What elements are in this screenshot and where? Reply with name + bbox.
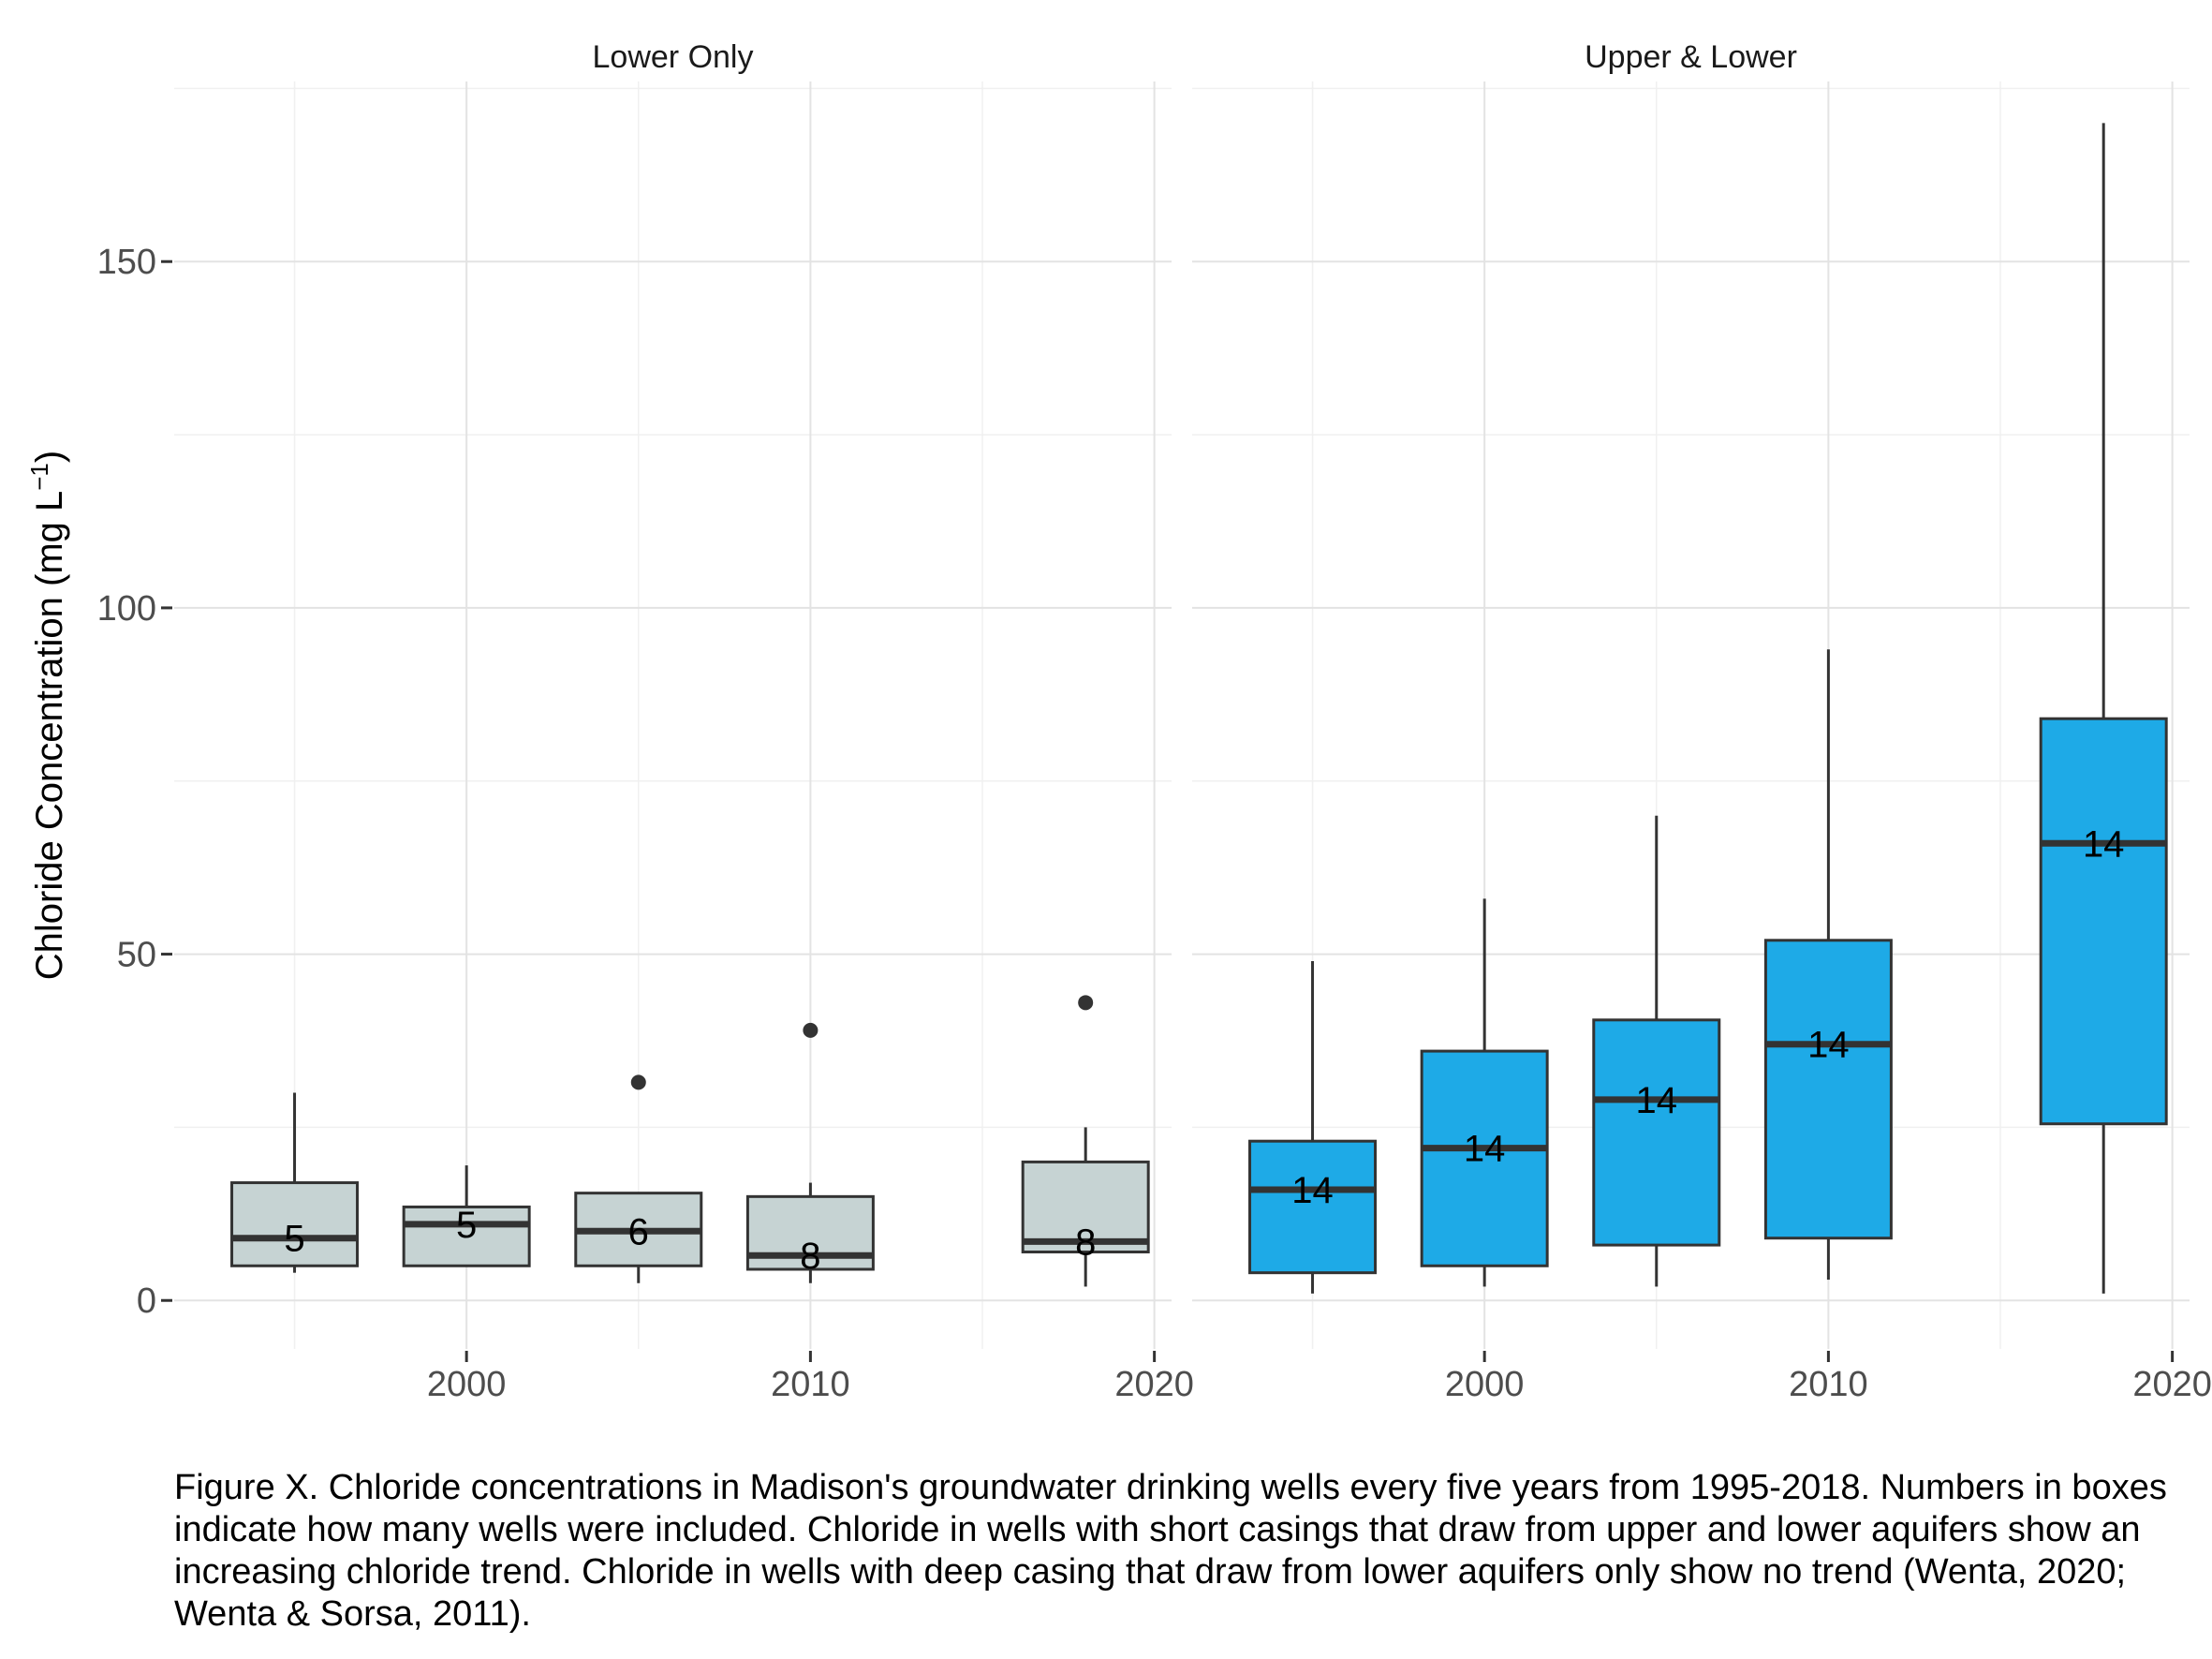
box-1995: 14 xyxy=(1248,960,1378,1294)
x-tick-label: 2010 xyxy=(1789,1365,1868,1404)
x-tick-label: 2000 xyxy=(427,1365,507,1404)
y-tick-label: 150 xyxy=(97,243,156,282)
y-tick-label: 100 xyxy=(97,589,156,629)
well-count-label: 14 xyxy=(1636,1080,1678,1121)
y-tick-label: 0 xyxy=(137,1281,156,1321)
box-iqr xyxy=(230,1181,360,1267)
x-tick-label: 2010 xyxy=(771,1365,850,1404)
well-count-label: 8 xyxy=(1075,1222,1096,1263)
y-axis-title: Chloride Concentration (mg L−1) xyxy=(25,451,70,980)
panel-lower-only: Lower Only 2000 2010 2020 5 5 6 8 8 xyxy=(174,39,1194,1404)
outlier-point xyxy=(630,1074,646,1090)
box-2010: 8 xyxy=(745,1022,875,1283)
box-iqr xyxy=(1420,1049,1549,1267)
x-tick-label: 2020 xyxy=(2132,1365,2212,1404)
x-tick-label: 2000 xyxy=(1445,1365,1525,1404)
box-2005: 14 xyxy=(1592,815,1721,1287)
well-count-label: 14 xyxy=(2083,823,2125,865)
boxplot-chart: Chloride Concentration (mg L−1) 0 50 100 150… xyxy=(25,39,2212,1404)
y-tick-label: 50 xyxy=(117,936,156,975)
box-iqr xyxy=(1763,939,1893,1240)
outlier-point xyxy=(803,1022,818,1038)
well-count-label: 14 xyxy=(1807,1025,1850,1066)
well-count-label: 8 xyxy=(800,1236,820,1277)
well-count-label: 14 xyxy=(1464,1129,1506,1170)
box-iqr xyxy=(1592,1018,1721,1247)
panel-strip-label: Upper & Lower xyxy=(1585,39,1797,75)
box-2018: 14 xyxy=(2039,123,2168,1294)
box-iqr xyxy=(1021,1160,1150,1253)
well-count-label: 5 xyxy=(284,1219,304,1260)
figure-caption: Figure X. Chloride concentrations in Mad… xyxy=(174,1468,2167,1634)
well-count-label: 5 xyxy=(456,1205,477,1246)
box-iqr xyxy=(1248,1139,1378,1275)
box-2000: 5 xyxy=(402,1165,531,1267)
box-2010: 14 xyxy=(1763,649,1893,1281)
x-tick-label: 2020 xyxy=(1114,1365,1194,1404)
box-1995: 5 xyxy=(230,1092,360,1273)
box-2005: 6 xyxy=(574,1074,703,1283)
outlier-point xyxy=(1078,995,1094,1011)
box-2018: 8 xyxy=(1021,995,1150,1287)
box-iqr xyxy=(402,1205,531,1267)
well-count-label: 14 xyxy=(1291,1170,1334,1211)
panel-strip-label: Lower Only xyxy=(593,39,754,75)
box-iqr xyxy=(2039,717,2168,1126)
well-count-label: 6 xyxy=(628,1211,649,1252)
panel-upper-and-lower: Upper & Lower 2000 2010 2020 14 14 14 14 14 xyxy=(1192,39,2212,1404)
box-2000: 14 xyxy=(1420,898,1549,1287)
